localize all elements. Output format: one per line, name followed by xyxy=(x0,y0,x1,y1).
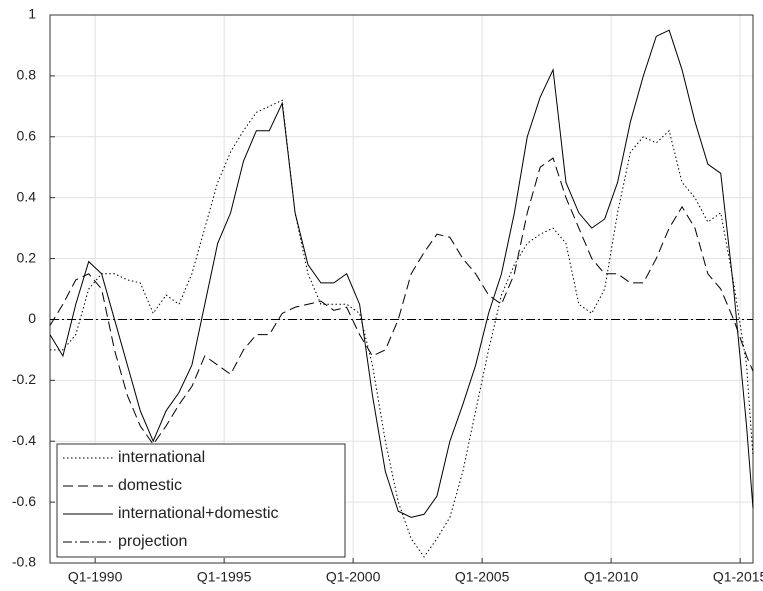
legend-label: international xyxy=(118,449,205,466)
y-tick-label: 0.8 xyxy=(17,67,37,83)
x-tick-label: Q1-2000 xyxy=(326,569,381,585)
x-tick-label: Q1-2010 xyxy=(584,569,639,585)
x-tick-label: Q1-1990 xyxy=(68,569,123,585)
legend-label: international+domestic xyxy=(118,505,279,522)
series-line xyxy=(49,29,754,518)
series-line xyxy=(49,157,754,446)
y-tick-label: -0.2 xyxy=(12,371,36,387)
legend-label: projection xyxy=(118,533,187,550)
x-tick-label: Q1-2015 xyxy=(713,569,763,585)
legend-label: domestic xyxy=(118,477,182,494)
legend-box xyxy=(56,443,346,558)
y-tick-label: 0 xyxy=(28,310,36,326)
x-tick-label: Q1-1995 xyxy=(197,569,252,585)
y-tick-label: 0.6 xyxy=(17,127,37,143)
plot-frame xyxy=(49,14,754,564)
y-tick-label: 0.2 xyxy=(17,249,37,265)
y-tick-label: -0.8 xyxy=(12,554,36,570)
x-tick-label: Q1-2005 xyxy=(455,569,510,585)
y-tick-label: -0.4 xyxy=(12,432,36,448)
y-tick-label: -0.6 xyxy=(12,493,36,509)
y-tick-label: 1 xyxy=(28,6,36,22)
y-tick-label: 0.4 xyxy=(17,188,37,204)
